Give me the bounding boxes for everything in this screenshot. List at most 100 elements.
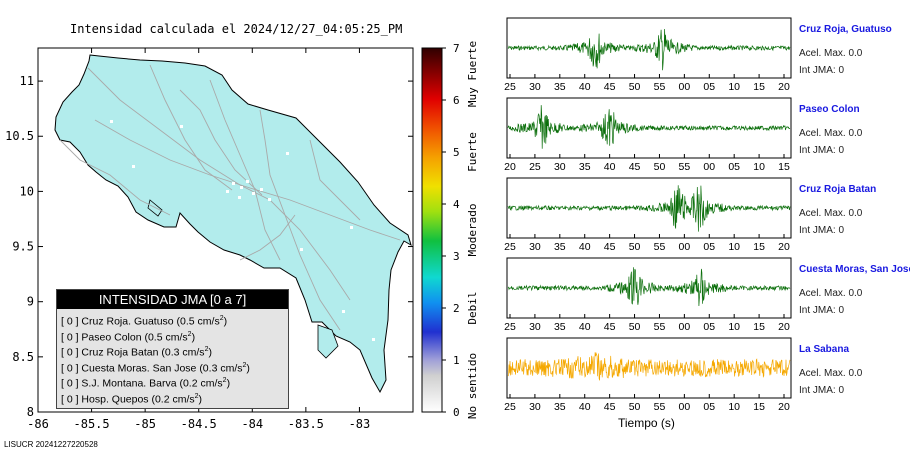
- waveform-tick-label: 15: [753, 241, 765, 253]
- waveform-trace: [507, 28, 791, 71]
- legend-title: INTENSIDAD JMA [0 a 7]: [57, 290, 288, 309]
- waveform-trace: [507, 105, 791, 149]
- colorbar-tick-label: 4: [453, 198, 460, 211]
- waveform-tick-label: 15: [753, 321, 765, 333]
- waveform-trace: [507, 267, 791, 307]
- waveform-panel: 25 30 35 40 45 50 55 00 05 10 15 20: [504, 177, 792, 253]
- waveform-tick-label: 30: [554, 161, 566, 173]
- waveform-tick-label: 35: [579, 161, 591, 173]
- map-title: Intensidad calculada el 2024/12/27_04:05…: [70, 22, 403, 36]
- legend-item: [ 0 ] Cuesta Moras. San Jose (0.3 cm/s2): [61, 361, 250, 375]
- waveform-tick-label: 55: [679, 161, 691, 173]
- waveform-tick-label: 25: [504, 81, 516, 93]
- waveform-tick-label: 55: [654, 401, 666, 413]
- waveform-trace: [507, 185, 791, 232]
- colorbar-ticks: 0 1 2 3 4 5 6 7: [442, 42, 460, 419]
- waveform-tick-label: 10: [728, 321, 740, 333]
- waveform-tick-label: 00: [679, 81, 691, 93]
- colorbar-gradient: [421, 47, 443, 413]
- map-x-tick-label: -83: [349, 417, 371, 431]
- station-int-jma: Int JMA: 0: [799, 65, 845, 76]
- waveform-tick-label: 45: [604, 241, 616, 253]
- waveform-tick-label: 35: [554, 81, 566, 93]
- waveform-tick-label: 25: [504, 321, 516, 333]
- waveform-tick-label: 05: [703, 241, 715, 253]
- legend-item: [ 0 ] Hosp. Quepos (0.2 cm/s2): [61, 392, 203, 406]
- waveform-tick-label: 00: [679, 401, 691, 413]
- waveform-panel: 20 25 30 35 40 45 50 55 00 05 10 15: [504, 97, 792, 173]
- waveform-tick-label: 00: [679, 241, 691, 253]
- intensity-colorbar: 0 1 2 3 4 5 6 7 No sentido Debil Moderado Fuerte Mu…: [421, 41, 479, 419]
- waveform-trace: [507, 351, 791, 381]
- colorbar-category-label: Fuerte: [466, 132, 479, 172]
- waveform-tick-label: 50: [629, 321, 641, 333]
- waveform-tick-label: 20: [504, 161, 516, 173]
- station-acel-max: Acel. Max. 0.0: [799, 48, 863, 59]
- waveform-tick-label: 55: [654, 81, 666, 93]
- footer-id: LISUCR 20241227220528: [4, 440, 98, 449]
- waveform-tick-label: 05: [703, 321, 715, 333]
- waveform-tick-label: 40: [579, 321, 591, 333]
- colorbar-tick-label: 5: [453, 146, 460, 159]
- legend-item: [ 0 ] Cruz Roja Batan (0.3 cm/s2): [61, 346, 212, 359]
- colorbar-category-label: No sentido: [466, 353, 479, 419]
- waveform-tick-label: 20: [778, 241, 790, 253]
- station-int-jma: Int JMA: 0: [799, 145, 845, 156]
- waveform-tick-label: 50: [629, 81, 641, 93]
- colorbar-category-label: Moderado: [466, 204, 479, 257]
- waveform-tick-label: 15: [778, 161, 790, 173]
- waveform-tick-label: 05: [703, 401, 715, 413]
- waveform-tick-label: 20: [778, 401, 790, 413]
- waveform-tick-label: 50: [654, 161, 666, 173]
- waveform-tick-label: 30: [529, 81, 541, 93]
- station-acel-max: Acel. Max. 0.0: [799, 128, 863, 139]
- osa-peninsula: [317, 324, 339, 359]
- map-y-tick-label: 9: [27, 295, 34, 309]
- waveform-panel: 25 30 35 40 45 50 55 00 05 10 15 20: [504, 337, 792, 413]
- waveform-tick-label: 20: [778, 321, 790, 333]
- waveform-tick-label: 25: [504, 241, 516, 253]
- waveform-tick-label: 15: [753, 401, 765, 413]
- waveform-tick-label: 40: [579, 81, 591, 93]
- legend-item: [ 0 ] S.J. Montana. Barva (0.2 cm/s2): [61, 377, 231, 390]
- colorbar-category-label: Muy Fuerte: [466, 41, 479, 107]
- waveform-tick-label: 25: [529, 161, 541, 173]
- station-name: Cruz Roja, Guatuso: [799, 24, 892, 35]
- waveform-tick-label: 10: [753, 161, 765, 173]
- waveform-tick-label: 05: [728, 161, 740, 173]
- waveform-tick-label: 40: [579, 401, 591, 413]
- waveform-tick-label: 10: [728, 401, 740, 413]
- waveform-tick-label: 30: [529, 401, 541, 413]
- map-y-tick-label: 10: [20, 184, 34, 198]
- map-x-tick-label: -84: [241, 417, 263, 431]
- station-int-jma: Int JMA: 0: [799, 225, 845, 236]
- waveform-tick-label: 15: [753, 81, 765, 93]
- colorbar-tick-label: 3: [453, 250, 460, 263]
- colorbar-tick-label: 1: [453, 354, 460, 367]
- map-y-tick-label: 10.5: [5, 129, 34, 143]
- waveform-tick-label: 00: [703, 161, 715, 173]
- waveform-panels: 25 30 35 40 45 50 55 00 05 10 15 20 20 25 30 35 40 45 50 55…: [504, 17, 792, 413]
- colorbar-category-label: Debil: [466, 291, 479, 324]
- colorbar-tick-label: 6: [453, 94, 460, 107]
- road-network: [59, 64, 401, 331]
- station-name: Cuesta Moras, San Jose: [799, 264, 910, 275]
- station-acel-max: Acel. Max. 0.0: [799, 368, 863, 379]
- waveform-tick-label: 55: [654, 241, 666, 253]
- intensity-legend: INTENSIDAD JMA [0 a 7] [ 0 ] Cruz Roja. …: [56, 289, 289, 409]
- map-y-tick-label: 9.5: [12, 240, 34, 254]
- waveform-tick-label: 50: [629, 241, 641, 253]
- waveform-tick-label: 45: [604, 321, 616, 333]
- waveform-tick-label: 35: [554, 401, 566, 413]
- waveform-tick-label: 10: [728, 241, 740, 253]
- station-name: Cruz Roja Batan: [799, 184, 877, 195]
- colorbar-tick-label: 2: [453, 302, 460, 315]
- waveform-tick-label: 55: [654, 321, 666, 333]
- map-x-tick-label: -86: [27, 417, 49, 431]
- legend-item: [ 0 ] Cruz Roja. Guatuso (0.5 cm/s2): [61, 315, 228, 328]
- station-dots: [110, 120, 375, 341]
- map-x-tick-label: -84.5: [181, 417, 217, 431]
- waveform-tick-label: 30: [529, 241, 541, 253]
- legend-item: [ 0 ] Paseo Colon (0.5 cm/s2): [61, 330, 196, 344]
